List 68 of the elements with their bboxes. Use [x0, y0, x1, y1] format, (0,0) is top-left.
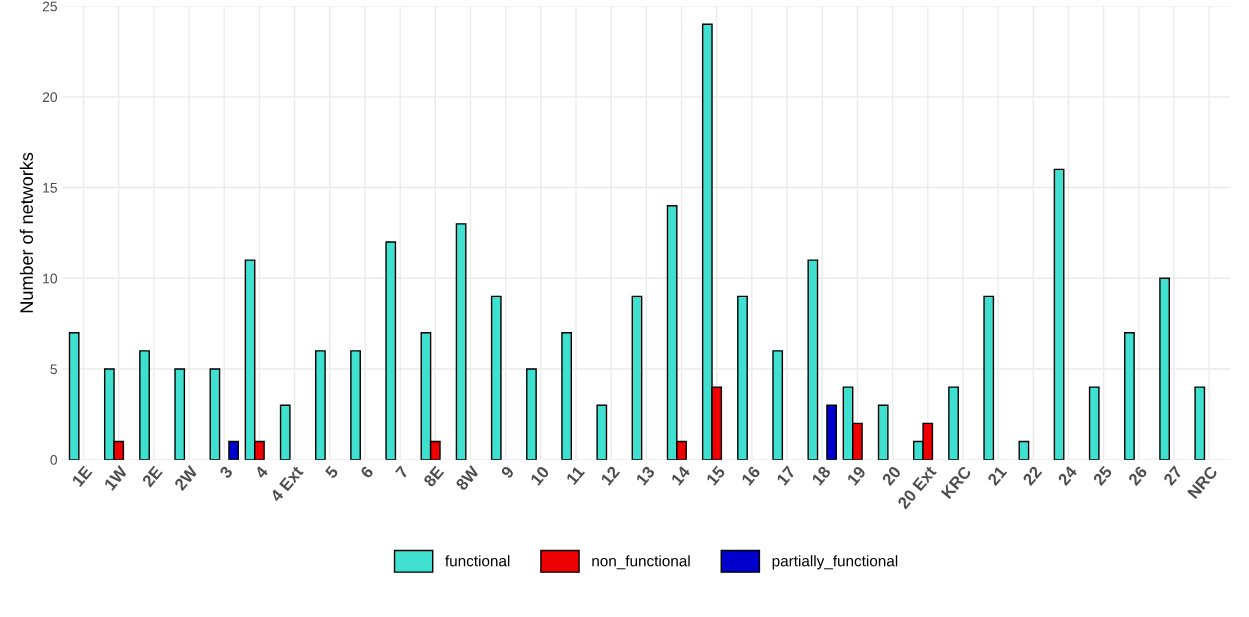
- bar: [315, 350, 326, 460]
- x-tick-label: 20: [881, 465, 902, 487]
- x-tick-label: 18: [811, 465, 832, 486]
- x-tick-label: 13: [635, 465, 656, 486]
- x-tick-label: 25: [1092, 465, 1113, 487]
- bar: [1088, 386, 1100, 460]
- bar: [209, 368, 221, 460]
- x-tick-label: 24: [1057, 464, 1078, 487]
- bar: [807, 259, 819, 460]
- bar: [139, 350, 150, 460]
- y-tick-label: 10: [43, 273, 58, 284]
- x-tick-label: 4: [254, 464, 269, 480]
- bar: [350, 350, 361, 460]
- bar: [1124, 331, 1135, 460]
- x-tick-label: 17: [776, 465, 796, 486]
- bar: [1018, 440, 1030, 460]
- x-tick-label: 26: [1127, 465, 1148, 487]
- legend-label: functional: [445, 555, 510, 567]
- bar: [877, 404, 889, 460]
- x-tick-label: 8W: [455, 464, 480, 492]
- x-tick-label: 16: [740, 465, 761, 486]
- bar: [826, 404, 837, 460]
- bar: [561, 331, 573, 460]
- x-tick-label: 15: [705, 465, 726, 486]
- bar: [596, 404, 608, 460]
- x-tick-label: 5: [324, 465, 339, 480]
- x-tick-label: 10: [529, 465, 550, 486]
- bar: [526, 368, 537, 460]
- bar: [1194, 386, 1206, 460]
- x-tick-label: 1W: [103, 464, 128, 491]
- bar: [631, 295, 643, 460]
- x-tick-label: 7: [395, 465, 409, 479]
- bar: [68, 331, 80, 460]
- x-tick-label: 27: [1162, 465, 1183, 487]
- x-tick-label: 22: [1022, 465, 1043, 487]
- bar: [1053, 168, 1065, 460]
- x-tick-label: 11: [565, 465, 585, 485]
- bar: [948, 386, 959, 460]
- x-tick-label: 9: [500, 465, 515, 480]
- x-tick-label: 19: [846, 465, 867, 486]
- x-tick-label: 12: [600, 465, 621, 486]
- x-tick-label: 14: [670, 464, 691, 486]
- bar: [1159, 277, 1170, 460]
- y-axis-title: Number of networks: [19, 152, 34, 313]
- x-tick-label: 2W: [173, 464, 199, 491]
- y-tick-label: 0: [50, 455, 58, 465]
- y-tick-label: 5: [50, 364, 58, 375]
- legend-label: partially_functional: [772, 555, 898, 570]
- bar: [279, 404, 291, 460]
- bar: [983, 295, 995, 460]
- x-tick-label: 2E: [141, 465, 163, 488]
- y-tick-label: 25: [42, 1, 58, 12]
- bar: [737, 295, 748, 460]
- y-tick-label: 15: [43, 183, 58, 193]
- bar: [490, 295, 502, 460]
- x-tick-label: 21: [986, 465, 1008, 487]
- bar: [228, 440, 240, 460]
- bar: [455, 223, 467, 460]
- x-tick-label: 6: [359, 465, 374, 480]
- bar: [385, 241, 397, 460]
- y-tick-label: 20: [42, 92, 58, 103]
- bar: [174, 368, 186, 460]
- x-tick-label: 1E: [71, 465, 93, 488]
- x-tick-label: 4 Ext: [269, 465, 304, 503]
- bar: [772, 350, 784, 460]
- x-tick-label: 3: [218, 465, 234, 480]
- x-tick-label: 8E: [422, 465, 445, 488]
- legend-label: non_functional: [592, 555, 690, 570]
